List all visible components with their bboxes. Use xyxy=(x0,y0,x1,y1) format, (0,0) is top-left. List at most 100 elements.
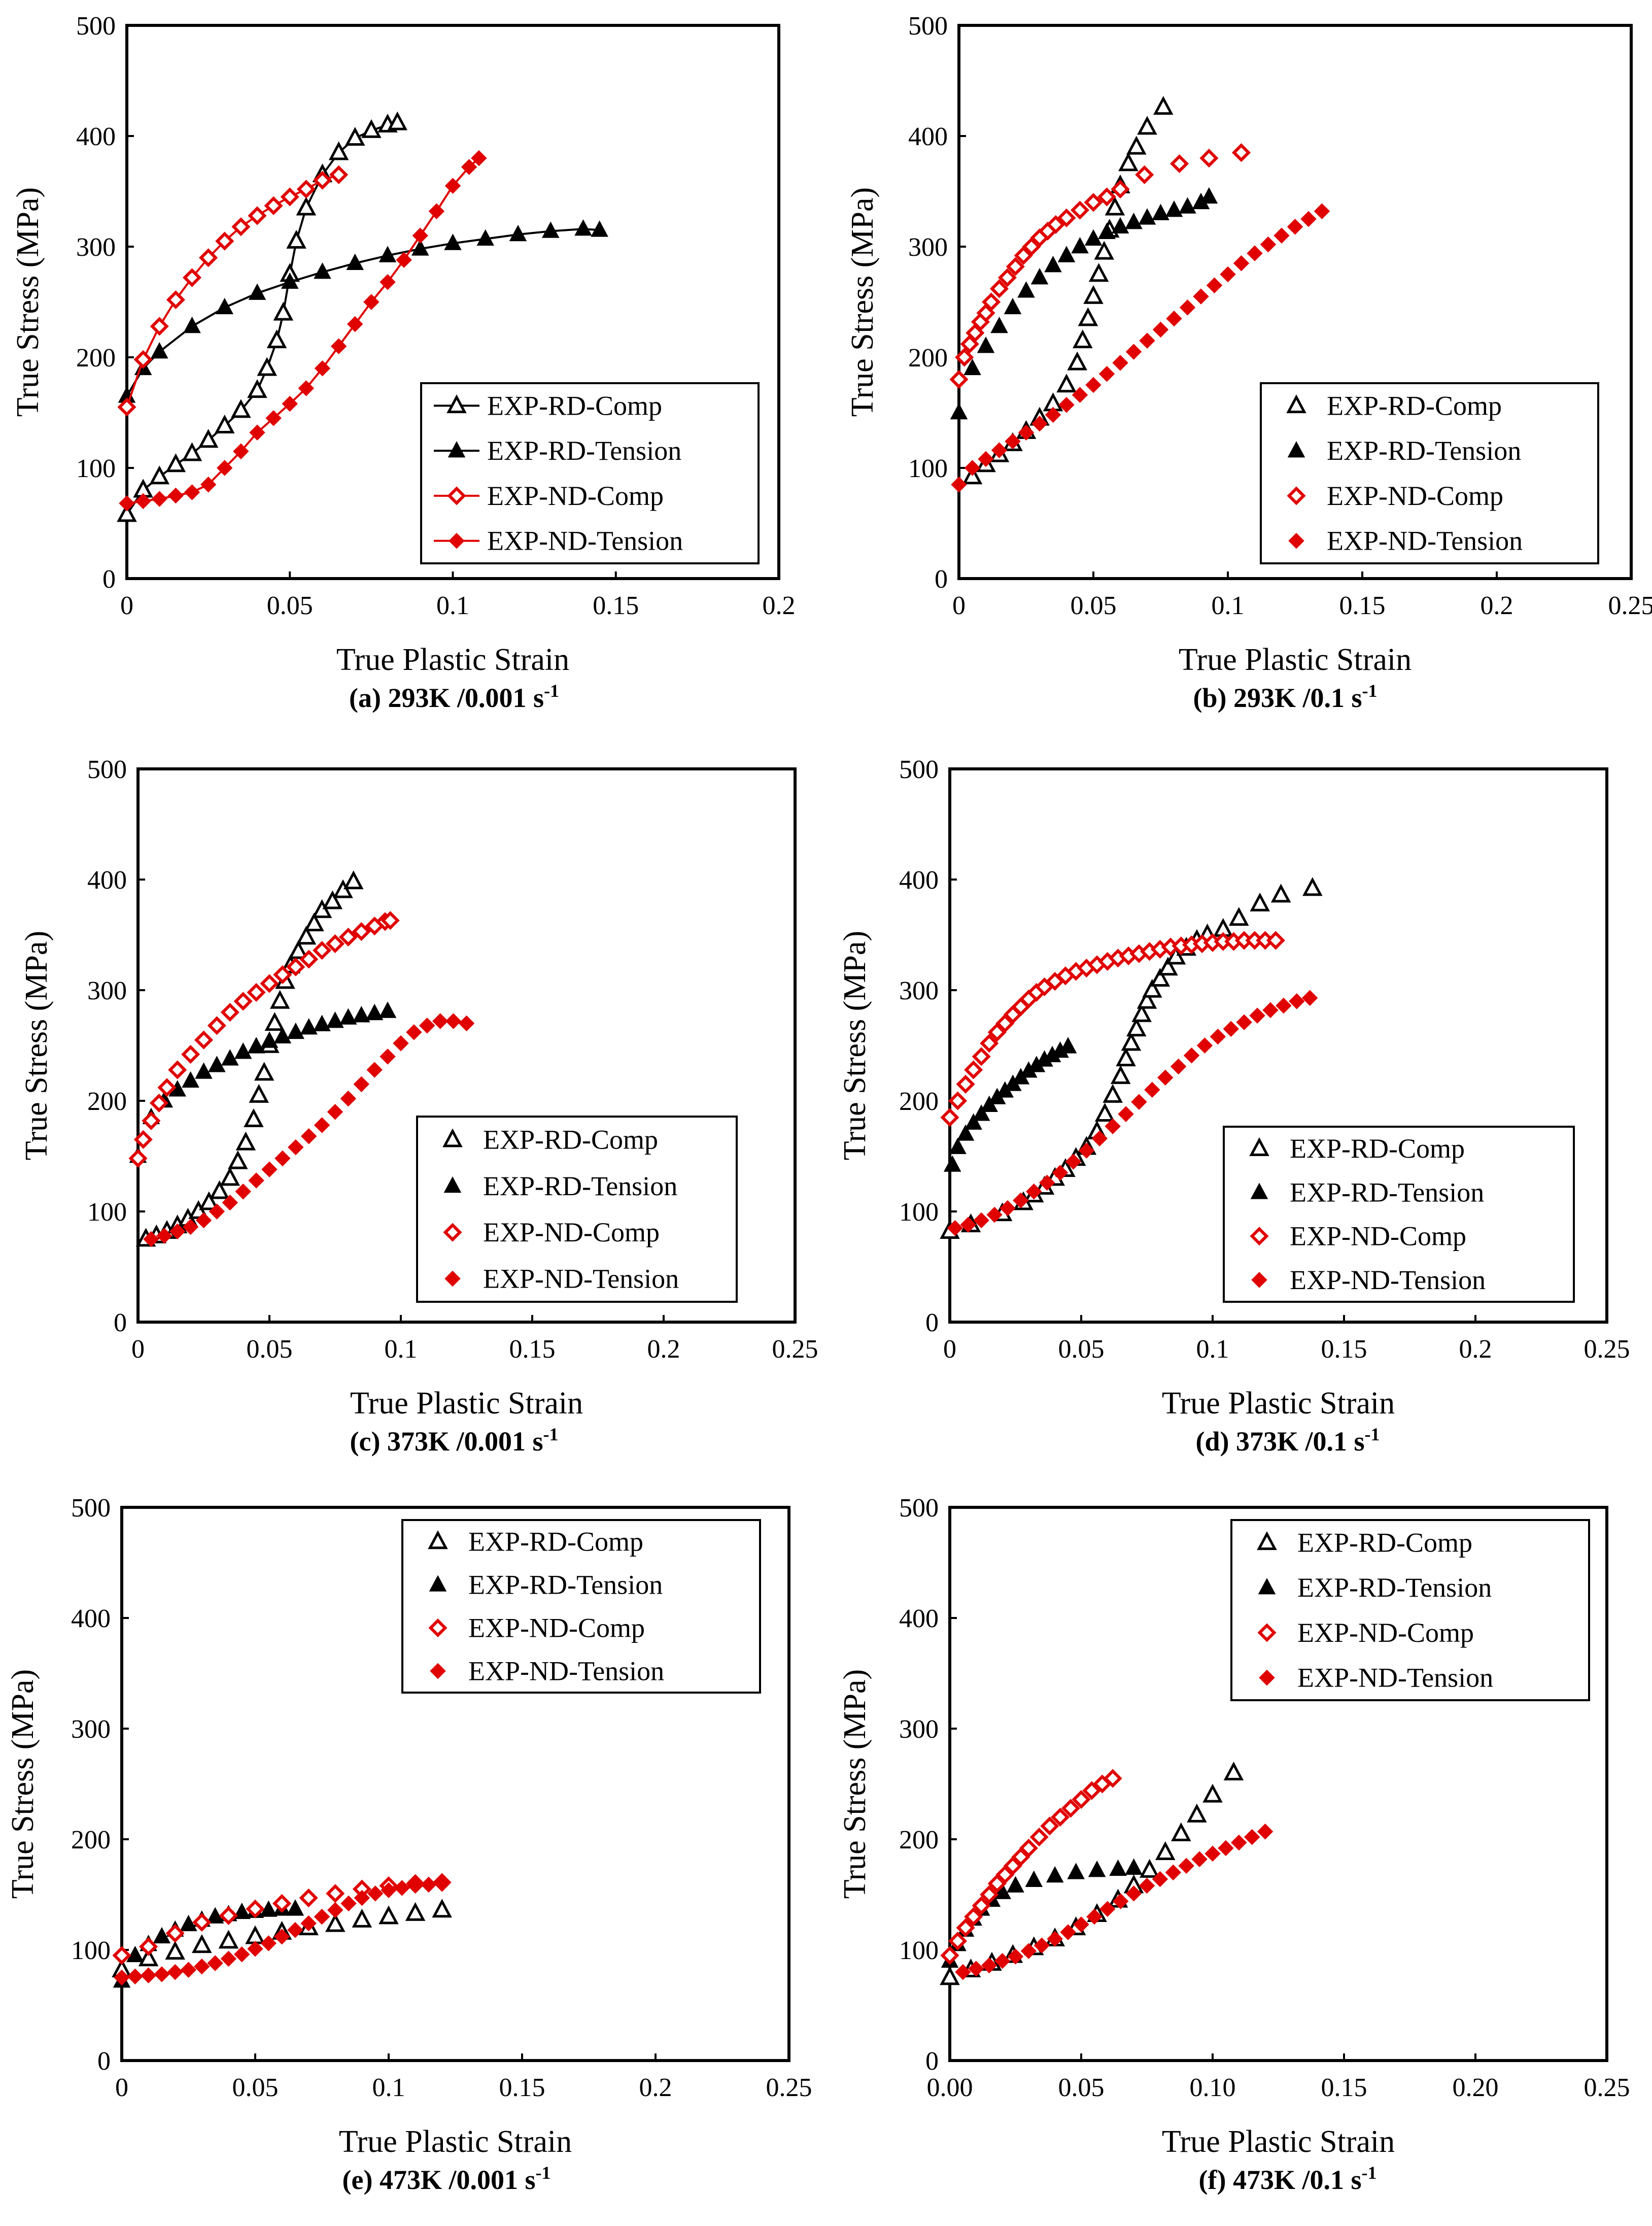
panel-a-y-tick-label: 0 xyxy=(102,565,116,594)
panel-d-series-2-point xyxy=(1266,931,1285,950)
panel-c-series-2-point xyxy=(194,1030,214,1050)
panel-b-x-axis-label: True Plastic Strain xyxy=(1179,643,1412,677)
panel-a-series-3-point xyxy=(428,203,445,219)
panel-e-series-3-point xyxy=(434,1875,450,1892)
panel-c-series-1-point xyxy=(313,1015,331,1031)
panel-e-series-2-point xyxy=(192,1912,212,1932)
panel-b-y-tick-label: 300 xyxy=(908,233,948,262)
panel-d-legend-marker xyxy=(1251,1272,1267,1288)
panel-b-series-3-point xyxy=(1125,344,1142,360)
panel-e-legend-label: EXP-RD-Comp xyxy=(468,1527,643,1557)
panel-f-legend: EXP-RD-Comp EXP-RD-Tension EXP-ND-Comp EXP-… xyxy=(1230,1519,1590,1701)
panel-e-series-0-point xyxy=(165,1941,185,1960)
panel-a-series-3-point xyxy=(444,178,461,194)
panel-f-legend-marker xyxy=(1257,1623,1277,1642)
panel-b-series-1-point xyxy=(1165,200,1183,217)
panel-f-series-2-point xyxy=(972,1896,991,1915)
panel-a-series-0-point xyxy=(182,442,202,461)
panel-c-series-0-point xyxy=(244,1108,264,1127)
panel-e-x-tick-label: 0.1 xyxy=(372,2073,405,2102)
panel-c-series-0-point xyxy=(333,879,353,898)
panel-b-legend-label: EXP-RD-Comp xyxy=(1327,390,1502,421)
panel-a-series-0-point xyxy=(214,414,235,433)
panel-f-series-3-point xyxy=(1152,1871,1168,1887)
panel-f-x-tick-label: 0.10 xyxy=(1190,2073,1236,2102)
panel-c-series-1-point xyxy=(353,1006,370,1023)
panel-f-series-0-point xyxy=(940,1966,960,1985)
panel-b-marks xyxy=(949,96,1330,493)
panel-d-series-1-point xyxy=(949,1137,967,1154)
panel-c-series-3-point xyxy=(288,1139,304,1156)
panel-b-series-3-point xyxy=(1206,277,1223,294)
panel-b-series-3-point xyxy=(1314,203,1330,219)
panel-a-series-3-point xyxy=(412,227,428,244)
panel-d-series-0-point xyxy=(1142,979,1162,998)
panel-e-series-3-point xyxy=(407,1877,424,1894)
panel-c-series-3-point xyxy=(340,1090,357,1107)
panel-b-series-1-point xyxy=(950,402,968,420)
panel-d-series-0-point xyxy=(1137,990,1157,1009)
panel-b-series-2-point xyxy=(1070,200,1090,220)
panel-c-series-1 xyxy=(129,1001,397,1163)
panel-e-series-0-point xyxy=(218,1930,239,1949)
panel-b-series-2-point xyxy=(1231,143,1251,162)
panel-b-series-2-point xyxy=(1006,257,1025,276)
panel-d-y-tick-label: 200 xyxy=(899,1087,939,1116)
panel-a-series-2-point xyxy=(313,171,332,190)
panel-e-series-3 xyxy=(114,1875,450,1986)
panel-d-legend: EXP-RD-Comp EXP-RD-Tension EXP-ND-Comp EXP-… xyxy=(1223,1126,1575,1303)
panel-d-x-tick-label: 0.2 xyxy=(1459,1335,1492,1364)
panel-b-series-3-point xyxy=(1058,397,1075,413)
panel-d-y-tick-label: 400 xyxy=(899,866,939,895)
panel-b-series-3-point xyxy=(1193,288,1209,305)
panel-d-series-3-point xyxy=(1223,1021,1239,1037)
panel-a-series-1-point xyxy=(248,283,266,300)
panel-a-series-3-point xyxy=(200,476,217,493)
panel-a-x-tick-label: 0.1 xyxy=(436,591,469,620)
panel-c-series-3-point xyxy=(235,1184,251,1200)
panel-c-series-2-point xyxy=(207,1016,226,1035)
panel-c-series-2-point xyxy=(313,940,332,960)
panel-c-series-1-point xyxy=(208,1056,226,1072)
panel-c-legend: EXP-RD-Comp EXP-RD-Tension EXP-ND-Comp EXP-… xyxy=(416,1116,738,1303)
panel-b-series-3-point xyxy=(991,442,1008,458)
panel-b-series-0-point xyxy=(1088,263,1109,282)
panel-e-series-3-point xyxy=(167,1964,183,1980)
panel-b-series-3-point xyxy=(1139,332,1155,349)
panel-c-series-3-point xyxy=(248,1172,264,1189)
panel-f-series-2-point xyxy=(948,1932,968,1951)
panel-d-x-tick-label: 0.05 xyxy=(1058,1335,1105,1364)
panel-b-series-2 xyxy=(949,143,1251,389)
panel-e-series-2-point xyxy=(112,1946,131,1965)
panel-c-series-2-point xyxy=(149,1093,168,1112)
panel-c-series-2-point xyxy=(273,965,292,985)
panel-c-y-axis-label: True Stress (MPa) xyxy=(19,931,54,1160)
panel-c-caption-sup: -1 xyxy=(543,1424,558,1444)
panel-e-series-3-point xyxy=(273,1929,290,1945)
panel-b-caption-main: (b) 293K /0.1 s xyxy=(1193,683,1362,713)
panel-f-series-1-point xyxy=(1007,1876,1024,1893)
panel-c-series-0-point xyxy=(199,1191,219,1210)
panel-f-series-0-point xyxy=(1155,1841,1176,1860)
panel-f-series-1-point xyxy=(1125,1858,1143,1875)
panel-d-caption: (d) 373K /0.1 s-1 xyxy=(1195,1424,1380,1457)
panel-c-series-0-point xyxy=(228,1150,248,1169)
panel-c-series-2-point xyxy=(286,957,305,976)
panel-b-series-0-point xyxy=(1137,116,1157,135)
panel-e-series-3-point xyxy=(260,1935,277,1951)
panel-f-series-3-point xyxy=(955,1964,971,1980)
panel-a-series-3-point xyxy=(119,495,135,512)
panel-c-series-2-point xyxy=(133,1130,153,1149)
panel-e-x-tick-label: 0.2 xyxy=(639,2073,672,2102)
panel-e-legend-box xyxy=(401,1519,761,1694)
panel-c-frame xyxy=(136,767,797,1324)
panel-e-legend-marker xyxy=(429,1575,447,1592)
panel-e-series-3-point xyxy=(367,1885,384,1902)
panel-f-series-3-point xyxy=(1244,1829,1260,1845)
panel-c-legend-marker xyxy=(442,1128,463,1148)
panel-a-series-2-point xyxy=(199,248,218,267)
panel-f-x-tick-label: 0.20 xyxy=(1453,2073,1499,2102)
panel-e-series-3-point xyxy=(207,1955,223,1971)
panel-c-series-1-point xyxy=(326,1011,344,1028)
panel-d-series-1-point xyxy=(1059,1037,1077,1054)
